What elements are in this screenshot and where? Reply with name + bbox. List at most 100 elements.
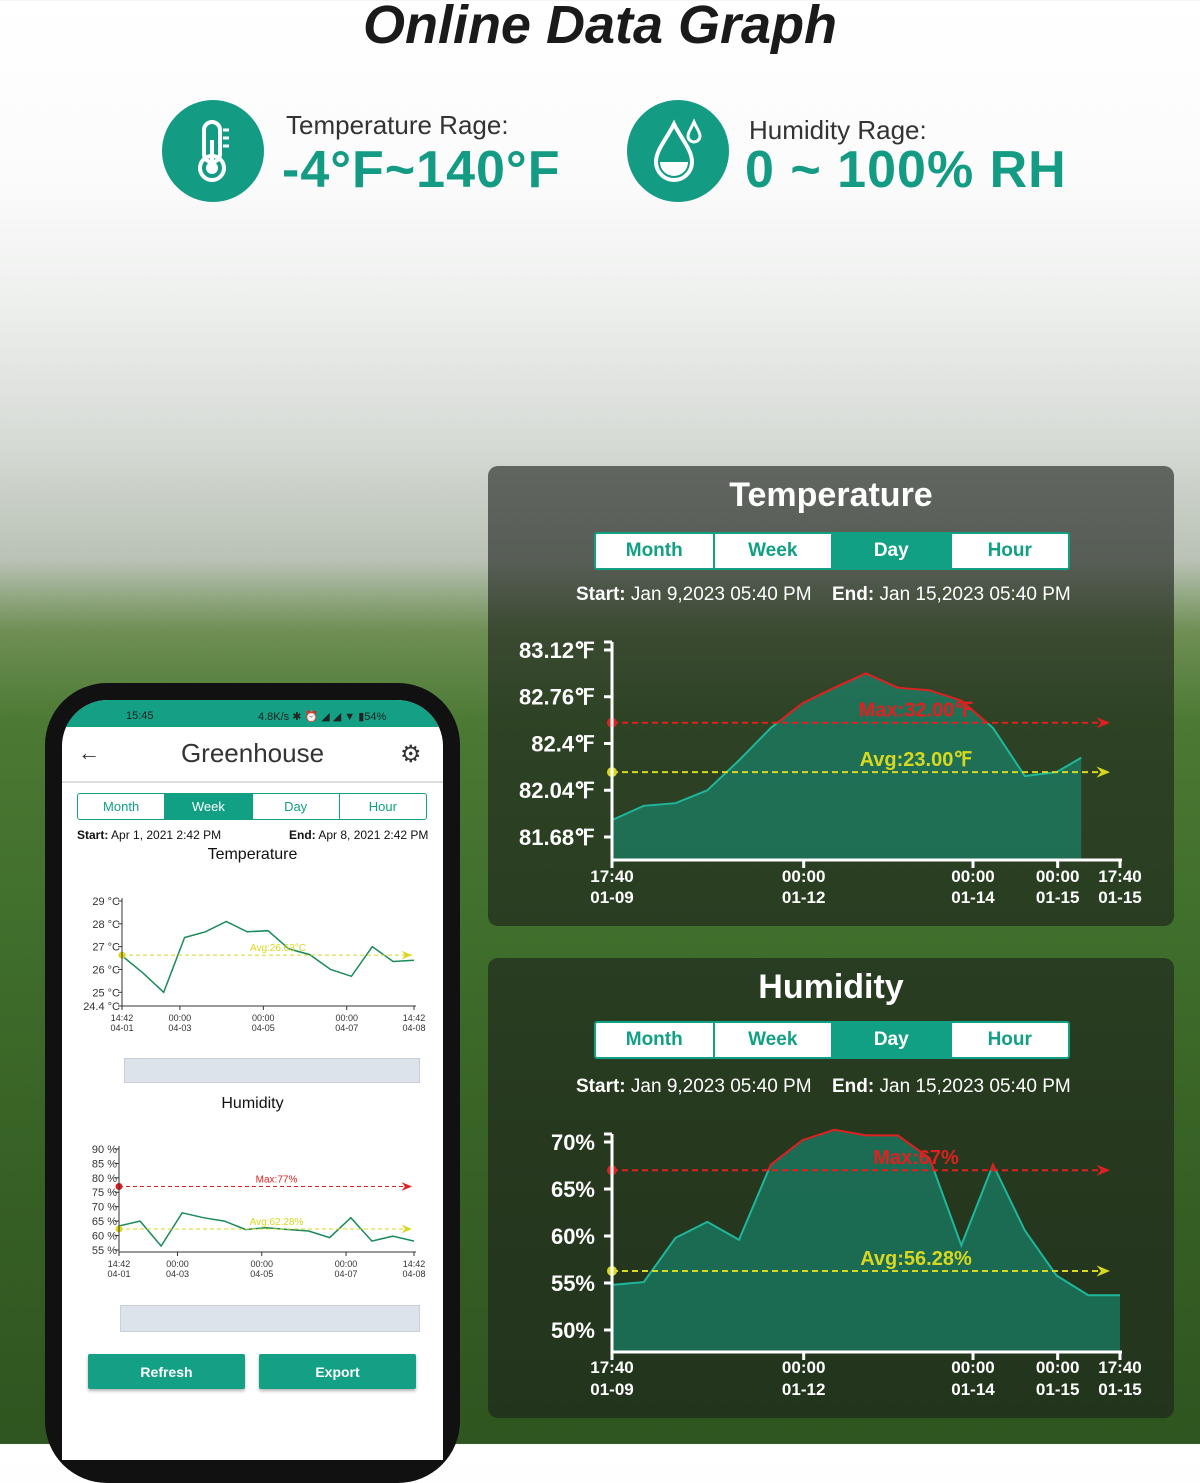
x-tick-label: 17:40 [1098, 867, 1141, 886]
x-tick-label: 01-09 [590, 888, 633, 907]
y-tick-label: 82.4℉ [531, 731, 595, 756]
y-tick-label: 82.04℉ [519, 778, 595, 803]
x-tick-label: 14:42 [403, 1013, 426, 1023]
x-tick-label: 01-15 [1098, 1380, 1141, 1399]
tab-hour[interactable]: Hour [368, 799, 397, 814]
y-tick-label: 60 % [92, 1231, 117, 1243]
status-icons: 4.8K/s ✱ ⏰ ◢ ◢ ▼ ▮54% [258, 711, 387, 723]
humidity-range-navigator[interactable] [120, 1305, 420, 1332]
temperature-chart: Max:32.00℉ Avg:23.00℉ 83.12℉ 82.76℉ 82.4℉ 82.… [519, 638, 1142, 907]
phone-range-tabs: Month Week Day Hour [77, 793, 427, 820]
end-label: End: [289, 828, 316, 842]
x-tick-label: 00:00 [335, 1013, 358, 1023]
temperature-range-value: -4°F~140°F [282, 141, 561, 199]
tab-day[interactable]: Day [253, 794, 340, 819]
series-line [611, 722, 1082, 822]
x-tick-label: 00:00 [782, 867, 825, 886]
x-tick-label: 00:00 [951, 1358, 994, 1377]
temperature-title: Temperature [207, 846, 298, 863]
headline: Online Data Graph [362, 0, 838, 55]
x-tick-label: 01-15 [1098, 888, 1141, 907]
humidity-title: Humidity [221, 1095, 284, 1112]
avg-arrow [1096, 766, 1110, 778]
x-tick-label: 01-15 [1036, 1380, 1079, 1399]
tab-month[interactable]: Month [78, 794, 166, 819]
max-arrow [1096, 717, 1110, 729]
series-line-above-max [775, 672, 989, 723]
max-label: Max:67% [873, 1147, 959, 1169]
y-tick-label: 65 % [92, 1216, 117, 1228]
x-tick-label: 17:40 [590, 867, 633, 886]
end-value: Jan 15,2023 05:40 PM [879, 584, 1071, 605]
x-tick-label: 01-14 [951, 888, 995, 907]
tab-month[interactable]: Month [596, 1023, 715, 1057]
gear-icon[interactable]: ⚙ [400, 741, 422, 768]
y-tick-label: 65% [551, 1177, 595, 1202]
y-tick-label: 28 °C [92, 919, 120, 931]
start-value: Jan 9,2023 05:40 PM [630, 584, 812, 605]
x-tick-label: 04-01 [110, 1023, 133, 1033]
y-tick-label: 60% [551, 1224, 595, 1249]
start-label: Start: [576, 1076, 626, 1097]
y-tick-label: 70 % [92, 1202, 117, 1214]
y-tick-label: 27 °C [92, 942, 120, 954]
end-value: Apr 8, 2021 2:42 PM [318, 828, 429, 842]
tab-day[interactable]: Day [833, 1023, 952, 1057]
x-tick-label: 04-01 [107, 1269, 130, 1279]
max-label: Max:32.00℉ [859, 700, 974, 722]
x-tick-label: 00:00 [166, 1259, 189, 1269]
avg-label: Avg:62.28% [250, 1217, 304, 1228]
start-value: Apr 1, 2021 2:42 PM [111, 828, 222, 842]
max-label: Max:77% [256, 1175, 298, 1186]
x-tick-label: 04-07 [335, 1023, 358, 1033]
back-arrow-icon[interactable]: ← [78, 740, 100, 765]
phone-temperature-chart: Avg:26.63°C 29 °C 28 °C 27 °C 26 °C 25 °C 24.4… [83, 896, 426, 1033]
x-tick-label: 14:42 [108, 1259, 131, 1269]
tab-month[interactable]: Month [596, 534, 715, 568]
header-divider [62, 781, 443, 783]
y-tick-label: 29 °C [92, 896, 120, 908]
y-tick-label: 24.4 °C [83, 1001, 120, 1013]
y-tick-label: 75 % [92, 1187, 117, 1199]
max-arrow [1096, 1164, 1110, 1176]
range-tabs: Month Week Day Hour [594, 532, 1070, 570]
end-date: End: Apr 8, 2021 2:42 PM [289, 828, 428, 842]
x-tick-label: 17:40 [1098, 1358, 1141, 1377]
start-label: Start: [576, 584, 626, 605]
screen-title: Greenhouse [180, 738, 325, 768]
x-tick-label: 14:42 [111, 1013, 134, 1023]
temperature-range-navigator[interactable] [124, 1058, 420, 1083]
area-fill [612, 1129, 1120, 1352]
humidity-range-value: 0 ~ 100% RH [745, 141, 1067, 199]
tab-day[interactable]: Day [833, 534, 952, 568]
series-line [121, 920, 415, 994]
avg-label: Avg:26.63°C [250, 943, 306, 954]
x-tick-label: 17:40 [590, 1358, 633, 1377]
y-tick-label: 55 % [92, 1245, 117, 1257]
tab-week[interactable]: Week [715, 1023, 833, 1057]
max-arrow [401, 1182, 412, 1191]
x-tick-label: 00:00 [252, 1013, 275, 1023]
y-tick-label: 81.68℉ [519, 825, 595, 850]
avg-arrow [1096, 1265, 1110, 1277]
phone-humidity-chart: Max:77% Avg:62.28% 90 % 85 % 80 % 75 % 70 % 65 … [92, 1144, 426, 1279]
y-tick-label: 25 °C [92, 987, 120, 999]
thermometer-icon [162, 100, 264, 202]
x-tick-label: 00:00 [1036, 867, 1079, 886]
panel-title: Humidity [758, 968, 904, 1006]
area-fill [612, 673, 1082, 860]
tab-week[interactable]: Week [165, 794, 253, 819]
y-tick-label: 50% [551, 1318, 595, 1343]
tab-hour[interactable]: Hour [987, 1029, 1032, 1050]
x-tick-label: 00:00 [951, 867, 994, 886]
start-value: Jan 9,2023 05:40 PM [630, 1076, 812, 1097]
tab-week[interactable]: Week [715, 534, 833, 568]
refresh-button[interactable]: Refresh [88, 1354, 245, 1389]
export-button[interactable]: Export [259, 1354, 416, 1389]
start-date: Start: Apr 1, 2021 2:42 PM [77, 828, 221, 842]
status-time: 15:45 [126, 710, 154, 722]
x-tick-label: 00:00 [250, 1259, 273, 1269]
tab-hour[interactable]: Hour [987, 540, 1032, 561]
y-tick-label: 90 % [92, 1144, 117, 1156]
y-tick-label: 26 °C [92, 964, 120, 976]
